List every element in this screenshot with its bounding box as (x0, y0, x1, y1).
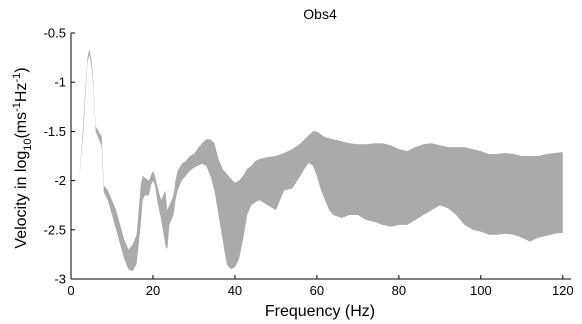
y-tick-label: -2.5 (44, 222, 66, 237)
y-axis-label-part: (ms (13, 112, 30, 139)
x-tick-label: 120 (552, 283, 574, 298)
y-axis-label-part: Velocity in log (13, 151, 30, 249)
chart-title: Obs4 (303, 6, 337, 22)
x-axis-label: Frequency (Hz) (265, 303, 375, 320)
data-band (79, 48, 563, 272)
y-tick-label: -1.5 (44, 124, 66, 139)
x-tick-label: 80 (392, 283, 406, 298)
y-tick-label: -2 (54, 173, 66, 188)
y-tick-label: -0.5 (44, 26, 66, 41)
y-ticks: -3 -2.5 -2 -1.5 -1 -0.5 (44, 26, 75, 287)
x-tick-label: 60 (310, 283, 324, 298)
y-axis-label-part: Hz (13, 83, 30, 103)
plot-axes (70, 33, 571, 280)
y-axis-label-part: 10 (22, 139, 34, 151)
y-axis-label: Velocity in log10(ms-1Hz-1) (11, 67, 34, 248)
y-tick-label: -1 (54, 75, 66, 90)
y-axis-label-part: -1 (11, 102, 23, 112)
y-axis-label-part: ) (13, 67, 30, 72)
x-tick-label: 20 (146, 283, 160, 298)
x-tick-label: 40 (228, 283, 242, 298)
y-axis-label-part: -1 (11, 73, 23, 83)
x-tick-label: 0 (67, 283, 74, 298)
x-ticks: 0 20 40 60 80 100 120 (67, 275, 574, 298)
x-tick-label: 100 (470, 283, 492, 298)
y-tick-label: -3 (54, 272, 66, 287)
